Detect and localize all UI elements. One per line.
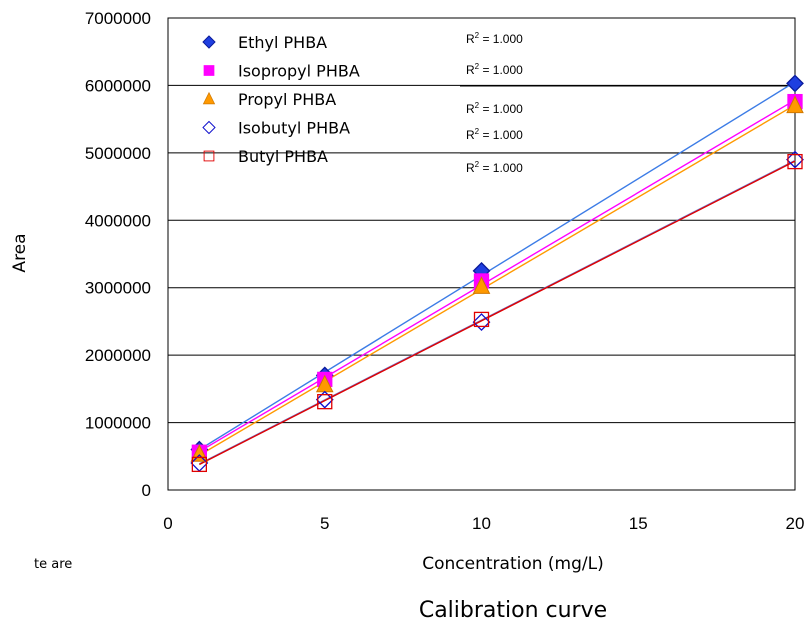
plot-area-frame — [167, 17, 796, 491]
legend-label: Butyl PHBA — [238, 147, 328, 166]
y-tick-label: 5000000 — [85, 144, 151, 163]
legend-marker — [202, 91, 216, 105]
y-tick-label: 6000000 — [85, 76, 151, 95]
data-point — [472, 276, 491, 294]
legend: Ethyl PHBA Isopropyl PHBA Propyl PHBA Isobu… — [202, 33, 360, 166]
data-point — [317, 394, 333, 410]
x-tick-label: 0 — [163, 514, 172, 533]
y-tick-label: 1000000 — [85, 414, 151, 433]
x-tick-label: 20 — [786, 514, 805, 533]
legend-item: Isopropyl PHBA — [203, 62, 360, 81]
trend-line — [199, 160, 796, 466]
r-squared-label: R2 = 1.000 — [466, 160, 523, 175]
x-tick-label: 15 — [629, 514, 648, 533]
trend-line — [198, 104, 796, 456]
y-tick-label: 0 — [142, 481, 151, 500]
legend-item: Isobutyl PHBA — [202, 119, 350, 138]
legend-item: Butyl PHBA — [203, 147, 328, 166]
clipped-side-note: te are — [34, 557, 72, 572]
legend-item: Propyl PHBA — [202, 90, 336, 109]
data-point — [786, 95, 804, 114]
y-axis-title: Area — [10, 233, 30, 272]
r2-leader-lines — [460, 85, 795, 154]
data-point — [473, 311, 490, 328]
legend-label: Ethyl PHBA — [238, 33, 327, 52]
y-tick-label: 7000000 — [85, 9, 151, 28]
trend-line — [198, 99, 796, 453]
y-tick-label: 4000000 — [85, 211, 151, 230]
legend-marker — [202, 120, 216, 135]
y-axis-ticks: 0 1000000 2000000 3000000 4000000 5000000 6000… — [85, 9, 151, 500]
x-axis-title: Concentration (mg/L) — [422, 554, 603, 574]
data-point — [315, 390, 334, 409]
legend-label: Isobutyl PHBA — [238, 119, 350, 138]
y-tick-label: 3000000 — [85, 279, 151, 298]
data-point — [786, 74, 804, 93]
r2-labels: R2 = 1.000 R2 = 1.000 R2 = 1.000 R2 = 1.000… — [466, 31, 523, 175]
legend-label: Isopropyl PHBA — [238, 62, 360, 81]
legend-item: Ethyl PHBA — [202, 33, 327, 52]
chart-caption: Calibration curve — [419, 598, 607, 623]
r-squared-label: R2 = 1.000 — [466, 101, 523, 116]
data-point — [786, 150, 804, 169]
data-point — [787, 153, 803, 170]
x-axis-ticks: 0 5 10 15 20 — [163, 514, 804, 533]
y-tick-label: 2000000 — [85, 346, 151, 365]
x-tick-label: 10 — [472, 514, 491, 533]
x-tick-label: 5 — [320, 514, 329, 533]
data-point — [191, 456, 208, 473]
legend-marker — [203, 150, 215, 162]
legend-label: Propyl PHBA — [238, 90, 336, 109]
r-squared-label: R2 = 1.000 — [466, 31, 523, 46]
r-squared-label: R2 = 1.000 — [466, 62, 523, 77]
legend-marker — [202, 35, 216, 49]
series-layer — [190, 74, 804, 473]
trend-line — [198, 81, 796, 451]
data-point — [472, 313, 491, 332]
legend-marker — [203, 65, 215, 76]
r-squared-label: R2 = 1.000 — [466, 127, 523, 142]
